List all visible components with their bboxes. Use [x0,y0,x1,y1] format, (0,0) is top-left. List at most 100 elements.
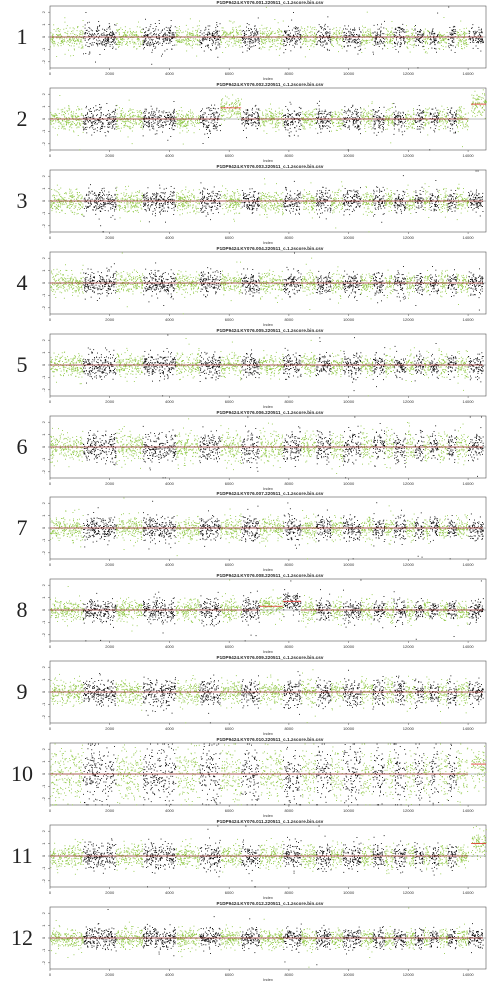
data-point [120,42,121,43]
data-point [308,32,310,33]
data-point [262,34,264,35]
data-point [226,96,228,98]
data-point [392,38,394,39]
data-point [287,38,288,40]
data-point [185,24,187,26]
data-point [188,34,190,36]
data-point [200,122,202,123]
data-point [373,40,375,42]
data-point [356,39,358,40]
data-point [379,116,381,118]
data-point [131,34,133,36]
data-point [341,46,343,47]
data-point [452,33,453,35]
data-point [381,23,382,25]
data-point [140,30,141,32]
data-point [135,43,137,45]
data-point [113,123,115,125]
data-point [395,49,397,50]
data-point [265,109,267,111]
data-point [88,21,90,23]
data-point [113,34,114,36]
data-point [215,32,216,34]
data-point [210,49,212,51]
data-point [368,117,370,119]
data-point [67,110,68,112]
data-point [143,42,145,44]
data-point [113,37,115,39]
data-point [109,41,111,43]
data-point [314,43,316,45]
data-point [277,40,279,41]
data-point [247,116,249,118]
data-point [347,110,349,112]
data-point [255,38,256,40]
data-point [214,128,216,130]
data-point [278,116,280,117]
data-point [343,41,344,42]
x-tick-label: 14000 [463,71,475,76]
data-point [135,122,137,124]
data-point [480,39,482,41]
data-point [343,46,345,48]
data-point [104,44,105,46]
data-point [218,115,220,117]
data-point [455,30,457,32]
x-tick-label: 12000 [403,153,415,158]
data-point [191,111,193,113]
data-point [365,42,367,44]
data-point [362,38,364,40]
y-tick-label: -2 [41,141,46,145]
data-point [393,122,395,124]
data-point [461,48,462,49]
data-point [116,29,118,31]
data-point [383,129,384,131]
data-point [363,120,365,122]
data-point [475,32,477,34]
data-point [397,26,399,28]
data-point [341,30,343,32]
data-point [55,117,57,119]
data-point [262,113,263,115]
data-point [97,44,99,45]
data-point [310,121,312,123]
data-point [257,41,259,43]
data-point [288,135,290,136]
data-point [158,122,159,124]
data-point [329,31,331,33]
data-point [165,124,166,126]
data-point [151,51,153,53]
data-point [115,117,117,119]
data-point [226,32,228,34]
data-point [418,31,420,33]
data-point [176,122,178,124]
data-point [340,38,342,39]
data-point [458,42,460,44]
data-point [77,39,79,41]
data-point [52,37,54,39]
data-point [118,46,119,48]
data-point [148,29,150,31]
data-point [83,123,85,124]
data-point [302,117,304,119]
data-point [175,37,177,39]
data-point [295,33,297,35]
data-point [143,40,145,42]
data-point [135,33,137,35]
data-point [235,99,237,101]
data-point [140,117,142,119]
data-point [249,42,251,44]
data-point [86,42,88,43]
data-point [185,30,187,32]
data-point [389,41,391,43]
data-point [363,35,365,37]
data-point [363,44,365,46]
data-point [257,121,259,123]
data-point [176,35,177,37]
data-point [360,31,362,33]
data-point [251,31,253,32]
data-point [388,42,390,44]
data-point [465,43,467,44]
data-point [433,37,435,39]
data-point [221,106,223,108]
